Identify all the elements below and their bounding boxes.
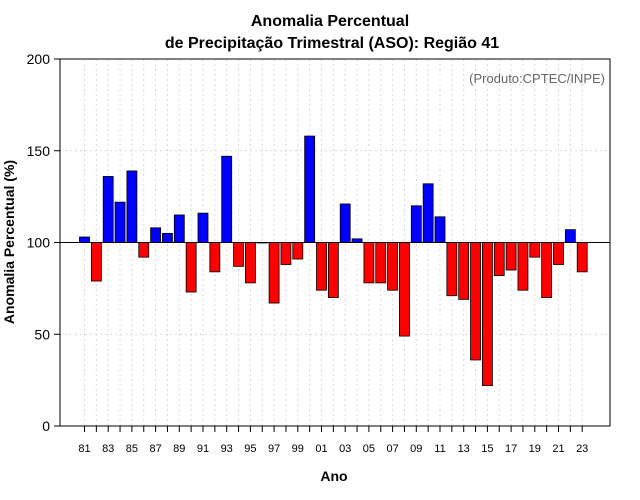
x-tick-label-87: 87 (149, 443, 161, 455)
x-tick-label-01: 01 (315, 443, 327, 455)
bar-2000 (304, 135, 316, 243)
bars (79, 135, 588, 387)
x-tick-label-11: 11 (434, 443, 445, 455)
x-tick-label-99: 99 (292, 443, 304, 455)
bar-1985 (126, 170, 138, 243)
bar-1981 (79, 236, 90, 243)
bar-2019 (529, 242, 541, 258)
bar-2017 (505, 242, 517, 271)
bar-1993 (221, 155, 233, 243)
bar-1994 (233, 242, 244, 267)
y-tick-label-100: 100 (27, 235, 51, 251)
bar-2013 (458, 242, 470, 300)
bar-1995 (244, 242, 256, 284)
x-tick-label-23: 23 (576, 443, 588, 455)
y-axis-label: Anomalia Percentual (%) (1, 160, 17, 324)
x-tick-label-19: 19 (529, 443, 541, 455)
y-tick-label-200: 200 (27, 51, 51, 67)
bar-2020 (541, 242, 553, 298)
bar-1983 (102, 176, 114, 243)
x-tick-label-95: 95 (244, 443, 256, 455)
y-tick-label-50: 50 (34, 326, 50, 342)
y-tick-label-0: 0 (42, 418, 50, 434)
bar-2022 (564, 229, 576, 243)
x-tick-label-91: 91 (197, 443, 209, 455)
x-tick-label-97: 97 (268, 443, 280, 455)
chart-title-line2: de Precipitação Trimestral (ASO): Região… (165, 35, 499, 52)
y-tick-label-150: 150 (27, 143, 51, 159)
grid-lines (60, 58, 610, 427)
bar-1990 (185, 242, 197, 293)
credit-text: (Produto:CPTEC/INPE) (469, 71, 605, 86)
x-tick-label-81: 81 (78, 443, 90, 455)
bar-2010 (422, 183, 434, 243)
bar-2006 (375, 242, 387, 284)
bar-2002 (327, 242, 339, 298)
x-tick-label-15: 15 (481, 443, 493, 455)
bar-1991 (197, 212, 209, 243)
x-tick-label-13: 13 (458, 443, 470, 455)
bar-2023 (576, 242, 588, 273)
x-tick-label-85: 85 (126, 443, 138, 455)
x-tick-label-05: 05 (363, 443, 375, 455)
x-tick-label-17: 17 (505, 443, 517, 455)
bar-1999 (292, 242, 304, 260)
x-tick-label-07: 07 (386, 443, 398, 455)
x-tick-label-93: 93 (221, 443, 233, 455)
x-tick-label-21: 21 (552, 443, 564, 455)
x-axis: 81 83 85 87 89 91 93 95 97 99 01 03 05 07 09 11 13 15 17 19… (78, 426, 588, 455)
bar-1984 (114, 201, 126, 243)
bar-2007 (387, 242, 399, 291)
chart-title-line1: Anomalia Percentual (251, 13, 409, 30)
x-tick-label-89: 89 (173, 443, 185, 455)
bar-1987 (150, 227, 162, 243)
bar-2012 (446, 242, 458, 297)
bar-2021 (553, 242, 564, 265)
bar-2005 (363, 242, 375, 284)
bar-2008 (399, 242, 410, 337)
bar-2014 (470, 242, 481, 361)
bar-1988 (162, 232, 173, 243)
bar-1982 (90, 242, 102, 282)
x-tick-label-83: 83 (102, 443, 114, 455)
bar-1986 (138, 242, 150, 258)
bar-2016 (493, 242, 505, 276)
bar-2001 (316, 242, 327, 291)
bar-2009 (410, 205, 422, 243)
bar-2004 (351, 238, 363, 243)
x-tick-label-03: 03 (339, 443, 351, 455)
x-tick-label-09: 09 (410, 443, 422, 455)
bar-1992 (209, 242, 221, 273)
bar-2003 (339, 203, 351, 243)
bar-1989 (173, 214, 185, 243)
bar-2011 (434, 216, 446, 243)
bar-2015 (481, 242, 493, 387)
y-axis: 0 50 100 150 200 (27, 51, 60, 434)
bar-1998 (280, 242, 292, 265)
bar-2018 (517, 242, 529, 291)
bar-1997 (268, 242, 280, 304)
x-axis-label: Ano (320, 468, 347, 484)
